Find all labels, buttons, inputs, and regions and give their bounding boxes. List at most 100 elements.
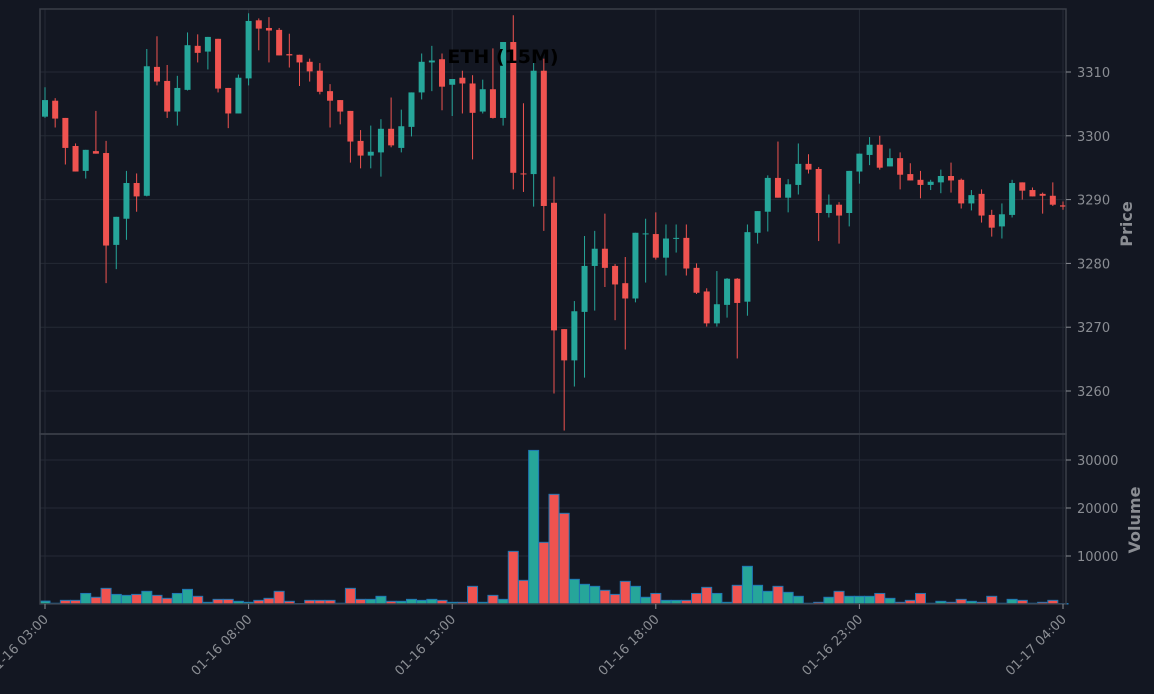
candle-body [561,329,568,361]
candle-body [662,238,669,258]
candle-body [306,61,313,72]
candle-body [530,70,537,175]
candle-body [744,232,751,302]
candle-body [377,128,384,153]
volume-bar [599,589,611,605]
candle-body [540,70,547,206]
candle-body [866,144,873,155]
volume-bar [487,594,499,605]
candle-body [428,60,435,63]
candle-body [439,59,446,87]
candle-body [673,237,680,239]
volume-bar [691,592,703,605]
volume-panel-frame [39,433,1067,605]
volume-bar [843,595,855,605]
candle-body [327,91,334,101]
volume-bar [273,590,285,605]
volume-bar [711,592,723,605]
candle-body [153,66,160,82]
volume-bar [120,594,132,605]
candle-body [907,174,914,181]
volume-bar [467,585,479,605]
volume-bar [629,585,641,605]
candle-body [459,77,466,84]
volume-bar [579,583,591,605]
volume-bar [701,586,713,605]
volume-bar [884,597,896,605]
candle-body [968,195,975,204]
volume-bar [914,592,926,605]
candle-body [1039,193,1046,196]
candle-body [632,232,639,299]
candle-body [591,248,598,266]
candle-body [937,175,944,183]
volume-tick-label: 30000 [1077,454,1118,469]
candle-body [693,267,700,293]
candle-body [795,163,802,185]
candle-body [123,183,130,219]
candle-body [917,179,924,185]
candle-body [398,126,405,148]
candle-body [164,80,171,112]
candle-body [876,144,883,168]
volume-bar [182,588,194,605]
volume-bar [874,592,886,605]
candle-body [52,100,59,119]
candle-body [846,170,853,213]
volume-bar [141,590,153,605]
candle-body [337,100,344,112]
volume-bar [558,512,570,605]
candle-body [1029,190,1036,197]
volume-tick-label: 20000 [1077,502,1118,517]
candle-body [143,66,150,196]
volume-bar [131,593,143,605]
candle-body [204,36,211,52]
candle-body [418,61,425,93]
candle-body [296,54,303,63]
candle-body [316,70,323,92]
candle-body [520,173,527,175]
volume-bar [507,550,519,605]
candles [42,13,1066,431]
volume-bar [864,595,876,605]
volume-bar [538,541,550,605]
volume-bar [548,493,560,605]
volume-axis-label: Volume [1125,486,1144,553]
candle-body [856,153,863,172]
volume-bar [589,585,601,605]
volume-bar [762,590,774,605]
volume-bar [80,592,92,605]
volume-bar [151,594,163,605]
volume-bar [741,565,753,605]
chart-title: ETH (15M) [447,46,558,68]
volume-bar [161,597,173,605]
candle-body [225,87,232,114]
candle-body [469,83,476,113]
candle-body [42,100,48,117]
candle-body [194,45,201,53]
candle-body [92,151,99,154]
candle-body [479,89,486,112]
candle-body [255,20,262,29]
candle-body [978,193,985,216]
candle-body [581,265,588,312]
candle-body [133,183,140,197]
volume-y-ticks: 10000 20000 30000 [1066,454,1118,565]
volume-bar [986,595,998,605]
volume-bar [823,596,835,605]
candle-body [245,20,252,79]
candle-body [276,29,283,56]
candle-body [958,179,965,204]
candle-body [367,151,374,156]
volume-bar [171,592,183,605]
candle-body [764,177,771,212]
candle-body [62,117,69,148]
candle-body [836,204,843,216]
candle-body [489,89,496,118]
candle-body [652,234,659,258]
candle-body [988,214,995,228]
price-tick-label: 3270 [1077,321,1110,336]
volume-bar [375,595,387,605]
candle-body [103,153,110,246]
candle-body [724,278,731,305]
